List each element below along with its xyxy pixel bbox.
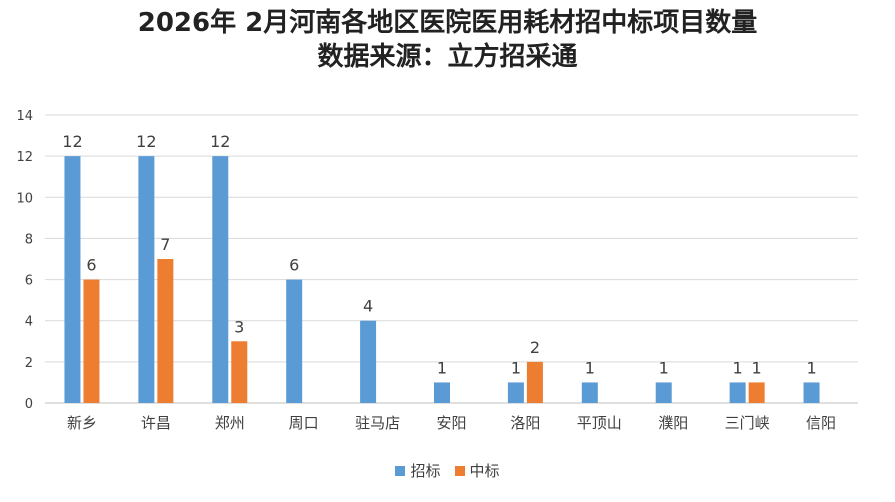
x-tick-label: 平顶山 xyxy=(577,414,622,432)
data-label: 12 xyxy=(62,132,82,151)
y-tick-label: 4 xyxy=(25,315,33,330)
y-tick-label: 8 xyxy=(25,232,33,247)
chart-title: 2026年 2月河南各地区医院医用耗材招中标项目数量 数据来源：立方招采通 xyxy=(0,6,895,74)
data-label: 1 xyxy=(659,358,669,377)
bar xyxy=(64,156,81,403)
x-tick-label: 许昌 xyxy=(141,414,171,432)
bar xyxy=(360,320,377,403)
data-label: 12 xyxy=(210,132,230,151)
legend-swatch-tender xyxy=(395,465,406,476)
bar xyxy=(286,279,303,403)
bar xyxy=(507,382,524,403)
y-axis: 0 2 4 6 8 10 12 14 xyxy=(16,109,33,412)
bar xyxy=(803,382,820,403)
bar xyxy=(138,156,155,403)
bar xyxy=(748,382,765,403)
legend: 招标 中标 xyxy=(0,460,895,481)
bar xyxy=(526,361,543,403)
bar xyxy=(83,279,100,403)
data-label: 3 xyxy=(234,317,244,336)
legend-label-tender: 招标 xyxy=(410,462,441,480)
data-label: 4 xyxy=(363,297,373,316)
legend-item-tender: 招标 xyxy=(395,460,441,481)
legend-label-award: 中标 xyxy=(469,462,500,480)
y-tick-label: 14 xyxy=(16,109,33,124)
data-label: 1 xyxy=(806,358,816,377)
y-tick-label: 12 xyxy=(16,150,33,165)
x-tick-label: 郑州 xyxy=(215,414,245,432)
data-label: 1 xyxy=(733,358,743,377)
bar xyxy=(231,341,248,403)
data-label: 2 xyxy=(530,338,540,357)
legend-item-award: 中标 xyxy=(454,460,500,481)
chart-title-line-1: 2026年 2月河南各地区医院医用耗材招中标项目数量 xyxy=(137,8,758,38)
data-label: 7 xyxy=(160,235,170,254)
legend-swatch-award xyxy=(454,465,465,476)
bar xyxy=(434,382,450,403)
x-tick-label: 信阳 xyxy=(806,414,836,432)
x-tick-label: 新乡 xyxy=(67,414,97,432)
bar xyxy=(157,259,174,403)
x-tick-label: 三门峡 xyxy=(725,414,770,432)
bar xyxy=(729,382,746,403)
bar xyxy=(581,382,598,403)
y-tick-label: 6 xyxy=(25,274,33,289)
x-tick-label: 濮阳 xyxy=(658,414,688,432)
y-tick-label: 0 xyxy=(25,397,33,412)
x-tick-label: 洛阳 xyxy=(510,414,540,432)
x-axis: 新乡 许昌 郑州 周口 驻马店 安阳 洛阳 平顶山 濮阳 三门峡 信阳 xyxy=(67,414,836,432)
data-label: 6 xyxy=(86,256,96,275)
y-tick-label: 10 xyxy=(16,191,33,206)
data-label: 1 xyxy=(437,358,447,377)
bars xyxy=(64,156,820,403)
x-tick-label: 驻马店 xyxy=(355,414,400,432)
chart-title-line-2: 数据来源：立方招采通 xyxy=(317,42,578,72)
data-label: 1 xyxy=(752,358,762,377)
x-tick-label: 周口 xyxy=(289,414,319,432)
data-label: 1 xyxy=(511,358,521,377)
bar xyxy=(212,156,229,403)
gridlines xyxy=(45,114,858,404)
data-label: 6 xyxy=(289,256,299,275)
y-tick-label: 2 xyxy=(25,356,33,371)
data-label: 12 xyxy=(136,132,156,151)
data-label: 1 xyxy=(585,358,595,377)
x-tick-label: 安阳 xyxy=(436,414,466,432)
bar xyxy=(655,382,672,403)
